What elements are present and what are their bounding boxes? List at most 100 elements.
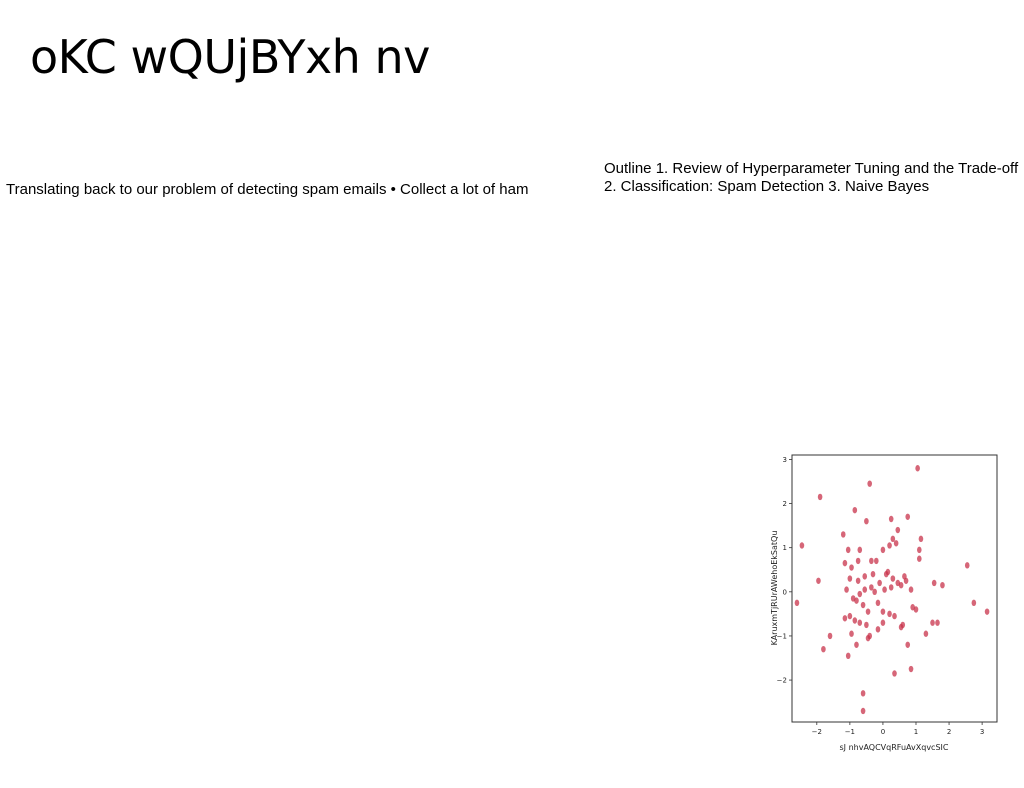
x-tick-label: 0 (881, 728, 885, 736)
scatter-point (869, 584, 874, 591)
scatter-point (880, 608, 886, 615)
scatter-point (880, 546, 886, 554)
scatter-point (864, 621, 869, 629)
scatter-point (855, 577, 861, 584)
x-tick-label: 1 (914, 728, 918, 736)
scatter-point (935, 619, 940, 626)
scatter-point (849, 630, 854, 637)
scatter-point (865, 608, 871, 615)
scatter-point (842, 615, 848, 622)
y-axis-label: KAruxmTjRUrAWehoEkSatQu (770, 531, 779, 646)
scatter-point (900, 621, 906, 629)
y-tick-label: 0 (783, 588, 787, 596)
scatter-point (890, 575, 896, 582)
scatter-point (892, 612, 897, 620)
scatter-point (794, 599, 800, 607)
scatter-point (940, 581, 945, 589)
scatter-point (916, 546, 922, 554)
scatter-point (867, 480, 873, 487)
y-tick-label: 1 (783, 544, 787, 552)
scatter-point (883, 570, 889, 578)
scatter-point (893, 540, 899, 547)
scatter-point (857, 619, 863, 626)
scatter-point (857, 546, 863, 554)
scatter-point (855, 557, 861, 565)
scatter-point (930, 619, 935, 626)
scatter-point (887, 610, 892, 618)
x-tick-label: −2 (812, 728, 822, 736)
scatter-point (902, 573, 907, 580)
outline-text: Outline 1. Review of Hyperparameter Tuni… (604, 160, 1019, 195)
scatter-point (887, 542, 892, 549)
scatter-point (847, 575, 853, 582)
scatter-point (984, 608, 990, 615)
scatter-point (860, 690, 866, 697)
scatter-point (872, 588, 877, 596)
scatter-point (862, 573, 868, 580)
scatter-point (877, 579, 882, 587)
x-axis-label: sJ nhvAQCVqRFuAvXqvcSIC (840, 743, 949, 752)
scatter-point (860, 707, 866, 715)
scatter-point (895, 526, 901, 534)
scatter-point (817, 493, 823, 501)
scatter-point (916, 555, 922, 562)
scatter-point (857, 590, 863, 598)
scatter-point (905, 641, 911, 648)
scatter-point (867, 632, 873, 640)
y-axis-ticks: −2 −1 0 1 2 3 (777, 456, 792, 685)
scatter-point (840, 531, 846, 538)
scatter-point (964, 562, 970, 569)
scatter-point (845, 652, 851, 660)
scatter-point (892, 670, 897, 677)
scatter-point (918, 535, 924, 543)
y-tick-label: 2 (783, 500, 787, 508)
scatter-point (875, 626, 881, 633)
plot-frame (791, 454, 998, 723)
scatter-point (882, 586, 887, 593)
body-text: Translating back to our problem of detec… (6, 181, 529, 198)
scatter-point (799, 542, 805, 549)
scatter-point (862, 586, 868, 593)
scatter-point (913, 606, 919, 613)
scatter-point (915, 465, 920, 472)
scatter-point (852, 617, 858, 624)
x-tick-label: −1 (845, 728, 855, 736)
scatter-point (888, 584, 894, 591)
scatter-point (931, 579, 937, 587)
x-tick-label: 2 (947, 728, 951, 736)
scatter-point (842, 559, 848, 567)
scatter-point (849, 564, 854, 571)
scatter-plot-svg: −2 −1 0 1 2 3 −2 −1 0 1 2 3 sJ nhvAQCVqRFuAvXqvcSI… (770, 454, 998, 752)
x-axis-ticks: −2 −1 0 1 2 3 (812, 722, 984, 736)
scatter-points (794, 465, 990, 715)
scatter-point (860, 601, 866, 609)
scatter-point (827, 632, 833, 640)
scatter-point (852, 506, 858, 514)
slide-title: oKC wQUjBYxh nv (30, 30, 430, 84)
scatter-point (905, 513, 911, 520)
scatter-point (847, 612, 853, 620)
scatter-point (870, 570, 876, 578)
scatter-point (821, 645, 826, 653)
scatter-point (890, 535, 896, 543)
scatter-point (874, 557, 879, 565)
scatter-point (854, 641, 859, 648)
scatter-point (888, 515, 894, 523)
scatter-point (923, 630, 929, 637)
scatter-point (971, 599, 977, 607)
scatter-chart: −2 −1 0 1 2 3 −2 −1 0 1 2 3 sJ nhvAQCVqRFuAvXqvcSI… (764, 446, 1009, 767)
scatter-point (845, 546, 851, 554)
scatter-point (869, 557, 874, 565)
x-tick-label: 3 (980, 728, 984, 736)
scatter-point (816, 577, 821, 584)
y-tick-label: −2 (777, 677, 787, 685)
scatter-point (908, 586, 914, 593)
y-tick-label: −1 (777, 632, 787, 640)
scatter-point (898, 581, 904, 589)
scatter-point (908, 665, 914, 673)
scatter-point (864, 517, 869, 525)
scatter-point (875, 599, 881, 607)
scatter-point (854, 597, 859, 604)
scatter-point (880, 619, 886, 626)
y-tick-label: 3 (783, 456, 787, 464)
